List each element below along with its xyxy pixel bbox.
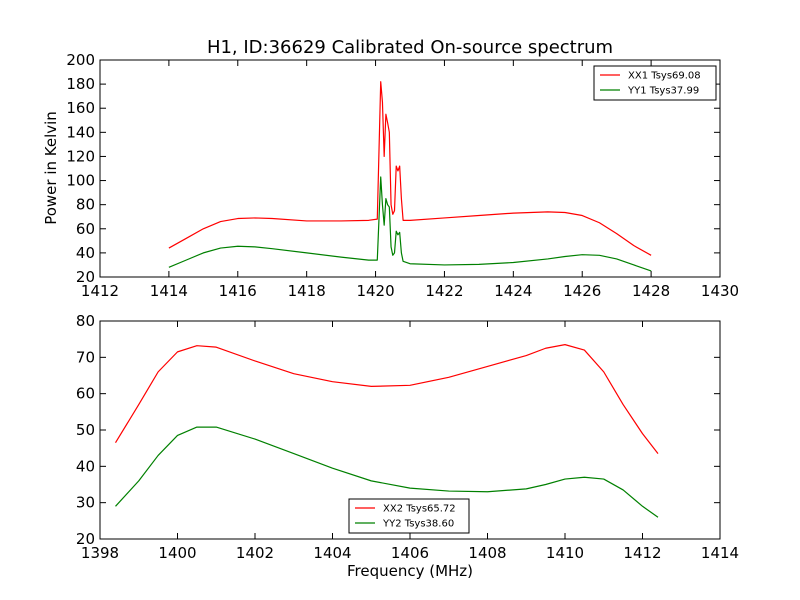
top-y-tick-label: 120 [66,147,95,165]
top-axes-frame [99,59,721,278]
top-y-tick-label: 80 [76,196,95,214]
bottom-y-tick-label: 60 [76,385,95,403]
top-legend-label: XX1 Tsys69.08 [628,71,701,82]
bottom-x-axis-label: Frequency (MHz) [347,562,473,580]
top-x-tick-label: 1414 [150,282,188,300]
top-x-tick-label: 1430 [701,282,739,300]
bottom-y-tick-label: 40 [76,457,95,475]
top-x-tick-label: 1420 [356,282,394,300]
bottom-series-line-2 [115,426,659,518]
bottom-x-tick-label: 1410 [546,544,584,562]
bottom-legend-label: XX2 Tsys65.72 [383,504,456,515]
top-x-tick-label: 1428 [632,282,670,300]
top-x-tick-label: 1412 [81,282,119,300]
top-x-tick-label: 1424 [494,282,532,300]
bottom-x-tick-label: 1412 [623,544,661,562]
top-y-tick-label: 100 [66,172,95,190]
bottom-x-tick-label: 1408 [468,544,506,562]
bottom-y-tick-label: 30 [76,494,95,512]
top-x-tick-label: 1418 [288,282,326,300]
top-y-axis-label: Power in Kelvin [42,111,60,225]
bottom-legend: XX2 Tsys65.72 YY2 Tsys38.60 [348,498,470,534]
top-series-line-2 [168,176,652,272]
bottom-panel: 1398 1400 1402 1404 1406 1408 1410 1412 1414 20 3… [76,312,739,580]
bottom-y-tick-label: 70 [76,348,95,366]
bottom-plot-area [114,344,659,518]
bottom-x-tick-label: 1400 [158,544,196,562]
bottom-x-ticks: 1398 1400 1402 1404 1406 1408 1410 1412 1414 [81,321,739,562]
top-chart-title: H1, ID:36629 Calibrated On-source spectr… [207,37,613,58]
top-plot-area [168,81,652,272]
top-y-tick-label: 20 [76,268,95,286]
top-panel: H1, ID:36629 Calibrated On-source spectr… [42,37,739,300]
top-x-tick-label: 1416 [219,282,257,300]
bottom-y-tick-label: 80 [76,312,95,330]
bottom-y-tick-label: 50 [76,421,95,439]
bottom-legend-box [348,498,470,534]
bottom-y-tick-label: 20 [76,530,95,548]
top-x-ticks: 1412 1414 1416 1418 1420 1422 1424 1426 1428 1430 [81,60,739,300]
bottom-y-ticks: 20 30 40 50 60 70 80 [76,312,720,548]
top-y-tick-label: 180 [66,75,95,93]
top-legend: XX1 Tsys69.08 YY1 Tsys37.99 [593,65,717,101]
top-x-tick-label: 1422 [425,282,463,300]
bottom-x-tick-label: 1398 [81,544,119,562]
top-x-tick-label: 1426 [563,282,601,300]
top-y-tick-label: 160 [66,99,95,117]
bottom-x-tick-label: 1406 [391,544,429,562]
top-y-tick-label: 40 [76,244,95,262]
top-legend-label: YY1 Tsys37.99 [627,86,699,97]
top-y-tick-label: 140 [66,123,95,141]
top-series-line-1 [168,81,652,256]
bottom-legend-label: YY2 Tsys38.60 [382,519,454,530]
bottom-series-line-1 [114,344,659,454]
top-y-tick-label: 200 [66,51,95,69]
bottom-x-tick-label: 1414 [701,544,739,562]
top-y-ticks: 20 40 60 80 100 120 140 160 180 200 [66,51,720,286]
bottom-x-tick-label: 1404 [313,544,351,562]
bottom-x-tick-label: 1402 [236,544,274,562]
top-y-tick-label: 60 [76,220,95,238]
top-legend-box [593,65,717,101]
